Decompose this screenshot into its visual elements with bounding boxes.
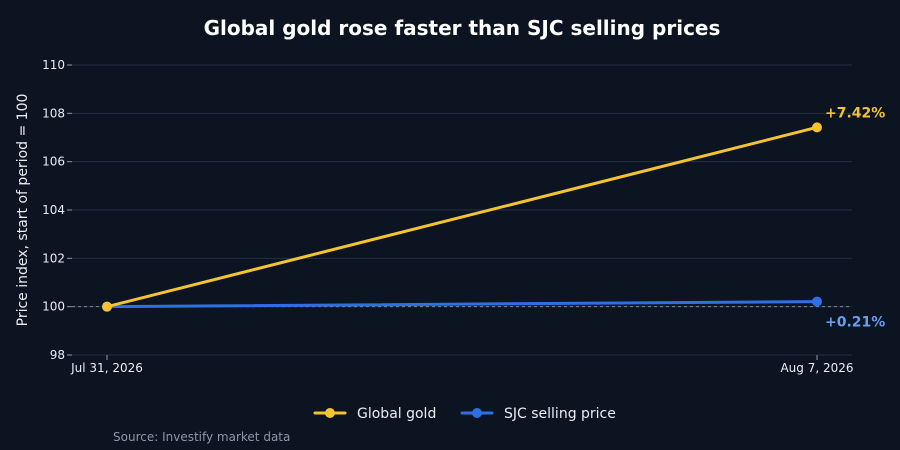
- end-value-label: +7.42%: [825, 105, 885, 121]
- source-note: Source: Investify market data: [113, 430, 290, 444]
- y-tick-label: 106: [42, 155, 65, 169]
- x-axis-ticks: Jul 31, 2026 Aug 7, 2026: [70, 355, 854, 375]
- legend-swatch-marker: [472, 408, 482, 418]
- series-global-gold: +7.42%: [102, 105, 885, 312]
- y-tick-label: 102: [42, 251, 65, 265]
- y-tick-label: 98: [50, 348, 65, 362]
- y-tick-label: 110: [42, 58, 65, 72]
- x-tick-label: Jul 31, 2026: [70, 361, 143, 375]
- legend-swatch-marker: [325, 408, 335, 418]
- legend-label: SJC selling price: [504, 406, 616, 422]
- y-tick-label: 104: [42, 203, 65, 217]
- x-tick-label: Aug 7, 2026: [780, 361, 853, 375]
- chart-title: Global gold rose faster than SJC selling…: [204, 16, 721, 40]
- y-tick-label: 108: [42, 106, 65, 120]
- y-axis-title: Price index, start of period = 100: [15, 94, 31, 327]
- data-point: [812, 122, 822, 133]
- data-point: [102, 301, 112, 312]
- legend-item: Global gold: [313, 406, 436, 422]
- y-tick-label: 100: [42, 300, 65, 314]
- end-value-label: +0.21%: [825, 315, 885, 331]
- data-point: [812, 296, 822, 307]
- y-axis-ticks: 98 100 102 104 106 108 110: [42, 58, 72, 362]
- legend-label: Global gold: [357, 406, 436, 422]
- series-line: [105, 125, 819, 309]
- legend-item: SJC selling price: [460, 406, 616, 422]
- series-line: [105, 300, 819, 309]
- legend: Global gold SJC selling price: [313, 406, 616, 422]
- series-layer: +0.21% +7.42%: [102, 105, 885, 331]
